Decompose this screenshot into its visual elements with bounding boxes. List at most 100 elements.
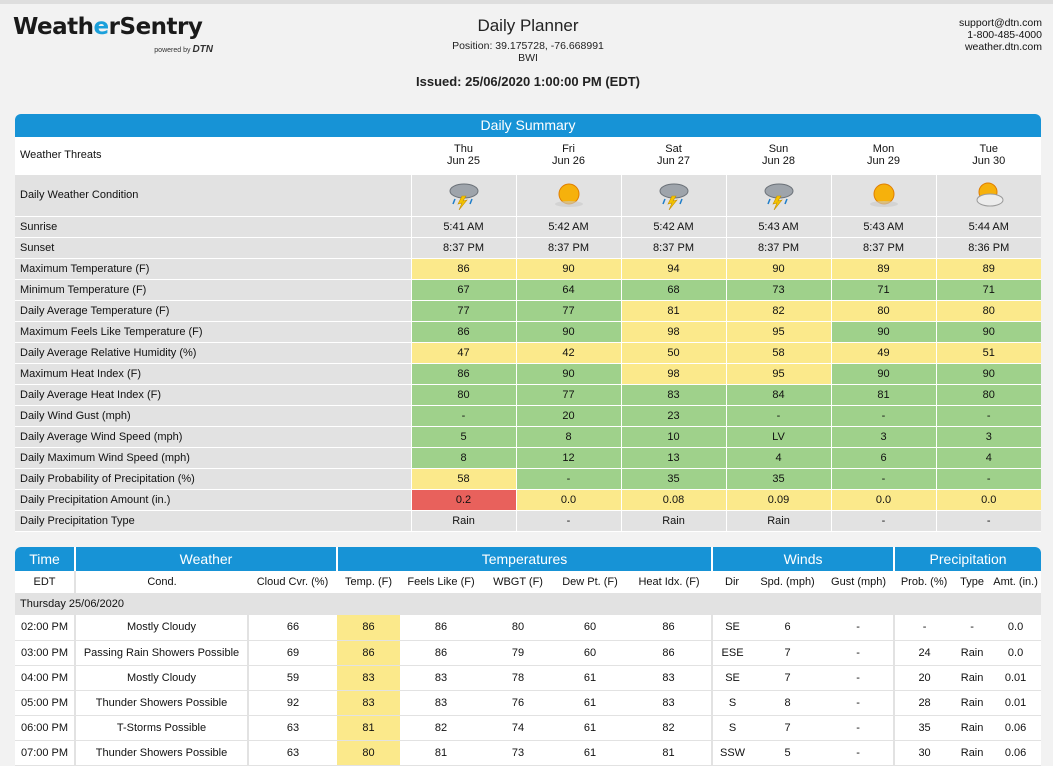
hourly-cell: 83 xyxy=(400,690,483,716)
day-header: Fri Jun 26 xyxy=(515,137,621,175)
thunderstorm-icon xyxy=(449,183,478,210)
hourly-cell: 7 xyxy=(752,665,824,691)
row-label: Daily Average Wind Speed (mph) xyxy=(15,426,411,448)
summary-value-cell: 0.2 xyxy=(410,489,516,511)
summary-header-row: Weather Threats Thu Jun 25 Fri Jun 26 Sat Jun … xyxy=(15,137,1041,175)
summary-value-cell: 90 xyxy=(515,258,621,280)
day-of-week: Sat xyxy=(665,143,682,156)
website-link[interactable]: weather.dtn.com xyxy=(964,41,1042,53)
summary-value-cell: 35 xyxy=(725,468,831,490)
hourly-cell: Rain xyxy=(954,740,991,766)
column-header: Heat Idx. (F) xyxy=(626,571,713,593)
row-label: Minimum Temperature (F) xyxy=(15,279,411,301)
summary-value-cell: - xyxy=(830,510,936,532)
day-header: Tue Jun 30 xyxy=(935,137,1041,175)
hourly-detail-panel: Time Weather Temperatures Winds Precipitatio… xyxy=(15,547,1042,766)
hourly-cell: 05:00 PM xyxy=(15,690,76,716)
summary-value-cell: 5:42 AM xyxy=(515,216,621,238)
day-of-week: Sun xyxy=(768,143,789,156)
hourly-cell: 81 xyxy=(337,715,401,741)
hourly-cell: - xyxy=(823,640,895,666)
hourly-cell: 76 xyxy=(482,690,555,716)
summary-value-cell: 80 xyxy=(410,384,516,406)
summary-value-cell: 58 xyxy=(410,468,516,490)
summary-value-cell: 80 xyxy=(935,300,1041,322)
hourly-row: 04:00 PM Mostly Cloudy 59 83 83 78 61 83 SE 7-20 R… xyxy=(15,665,1042,691)
report-header: Daily Planner Position: 39.175728, -76.6… xyxy=(300,16,756,89)
summary-value-cell: 3 xyxy=(935,426,1041,448)
hourly-cell: 61 xyxy=(554,740,627,766)
day-date: Jun 25 xyxy=(446,155,481,168)
hourly-cell: 0.0 xyxy=(990,615,1042,641)
summary-value-cell: Rain xyxy=(725,510,831,532)
summary-value-cell: 68 xyxy=(620,279,726,301)
day-group-row: Thursday 25/06/2020 xyxy=(15,593,1042,615)
condition-cell xyxy=(620,174,726,217)
summary-value-cell: 77 xyxy=(410,300,516,322)
summary-row: Daily Wind Gust (mph) -20 23- - - xyxy=(15,405,1041,427)
column-header: Gust (mph) xyxy=(823,571,895,593)
summary-value-cell: 90 xyxy=(830,321,936,343)
summary-row: Daily Average Heat Index (F) 80 77 83 84 81 80 xyxy=(15,384,1041,406)
hourly-cell: 28 xyxy=(893,690,955,716)
day-header: Sun Jun 28 xyxy=(725,137,831,175)
hourly-cell: 63 xyxy=(248,740,338,766)
hourly-cell: 61 xyxy=(554,715,627,741)
summary-value-cell: 3 xyxy=(830,426,936,448)
daily-summary-title: Daily Summary xyxy=(15,114,1041,137)
summary-row: Maximum Temperature (F) 86 90 94 90 89 89 xyxy=(15,258,1041,280)
day-date: Jun 26 xyxy=(551,155,586,168)
hourly-cell: Thunder Showers Possible xyxy=(75,740,249,766)
summary-value-cell: 94 xyxy=(620,258,726,280)
summary-value-cell: 42 xyxy=(515,342,621,364)
hourly-cell: SE xyxy=(711,615,753,641)
summary-value-cell: 86 xyxy=(410,258,516,280)
hourly-cell: Passing Rain Showers Possible xyxy=(75,640,249,666)
summary-value-cell: 4 xyxy=(725,447,831,469)
summary-value-cell: 8:37 PM xyxy=(830,237,936,259)
hourly-cell: Thunder Showers Possible xyxy=(75,690,249,716)
summary-value-cell: 10 xyxy=(620,426,726,448)
summary-row: Sunrise 5:41 AM 5:42 AM 5:42 AM 5:43 AM 5:43 … xyxy=(15,216,1041,238)
hourly-cell: 0.01 xyxy=(990,665,1042,691)
hourly-cell: Rain xyxy=(954,690,991,716)
summary-value-cell: 71 xyxy=(830,279,936,301)
hourly-cell: 61 xyxy=(554,690,627,716)
hourly-cell: 60 xyxy=(554,615,627,641)
section-header: Time xyxy=(15,547,76,571)
column-header-row: EDT Cond. Cloud Cvr. (%) Temp. (F) Feels Lik… xyxy=(15,571,1042,593)
summary-value-cell: 5 xyxy=(410,426,516,448)
hourly-cell: 86 xyxy=(400,640,483,666)
hourly-cell: 20 xyxy=(893,665,955,691)
summary-row: Maximum Feels Like Temperature (F) 86 90 98… xyxy=(15,321,1041,343)
summary-value-cell: - xyxy=(830,468,936,490)
hourly-cell: SSW xyxy=(711,740,753,766)
summary-value-cell: 83 xyxy=(620,384,726,406)
hourly-cell: 82 xyxy=(400,715,483,741)
condition-row: Daily Weather Condition xyxy=(15,174,1041,217)
daily-summary-panel: Daily Summary Weather Threats Thu Jun 25 Fr… xyxy=(15,114,1041,532)
hourly-cell: 30 xyxy=(893,740,955,766)
day-date: Jun 29 xyxy=(866,155,901,168)
contact-info: support@dtn.com 1-800-485-4000 weather.d… xyxy=(959,17,1042,53)
hourly-cell: 0.06 xyxy=(990,715,1042,741)
summary-value-cell: 8:37 PM xyxy=(620,237,726,259)
summary-value-cell: 5:41 AM xyxy=(410,216,516,238)
support-phone: 1-800-485-4000 xyxy=(967,29,1042,41)
row-label: Daily Average Relative Humidity (%) xyxy=(15,342,411,364)
column-header: EDT xyxy=(15,571,76,593)
column-header: Cond. xyxy=(75,571,248,593)
summary-value-cell: 86 xyxy=(410,363,516,385)
summary-value-cell: 4 xyxy=(935,447,1041,469)
hourly-row: 05:00 PM Thunder Showers Possible 92 83 83 76… xyxy=(15,690,1042,716)
hourly-cell: 81 xyxy=(400,740,483,766)
summary-value-cell: 77 xyxy=(515,384,621,406)
summary-value-cell: 80 xyxy=(830,300,936,322)
support-email-link[interactable]: support@dtn.com xyxy=(958,17,1042,29)
summary-value-cell: 5:44 AM xyxy=(935,216,1041,238)
summary-row: Daily Average Wind Speed (mph) 5 8 10 LV 3 3 xyxy=(15,426,1041,448)
hourly-cell: 06:00 PM xyxy=(15,715,76,741)
summary-value-cell: 77 xyxy=(515,300,621,322)
summary-value-cell: 90 xyxy=(515,321,621,343)
day-header: Sat Jun 27 xyxy=(620,137,726,175)
